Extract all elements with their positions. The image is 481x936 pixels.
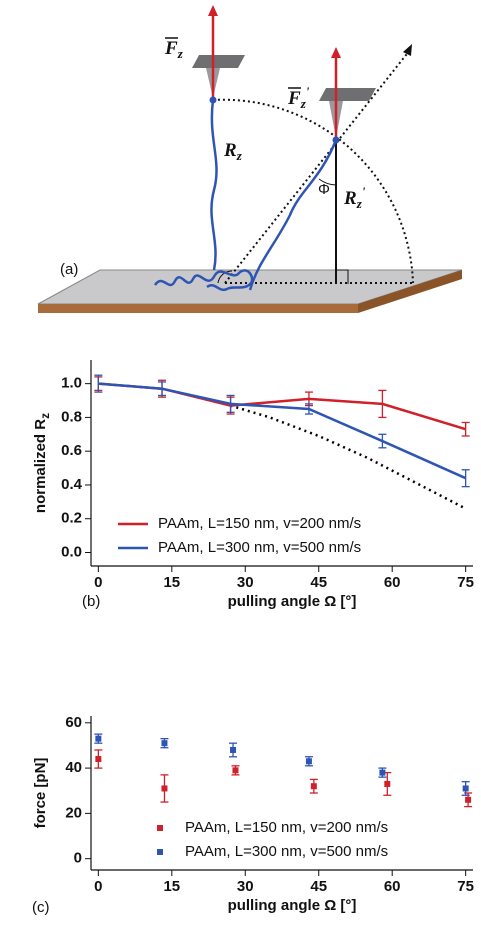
force-label: Fz [164,38,184,61]
x-tick-label: 0 [94,574,102,591]
y-tick-label: 20 [65,804,82,821]
x-tick-label: 15 [163,574,180,591]
extension-label: Rz' [343,184,366,211]
y-tick-label: 0.0 [61,543,82,560]
surface-edge [38,304,358,313]
attachment [332,136,340,144]
diagram: Fz Fz' Rz Rz' Φ (a) [37,5,463,313]
legend-label: PAAm, L=300 nm, v=500 nm/s [185,843,388,860]
x-tick-label: 75 [457,574,474,591]
arrow-head [331,47,341,58]
symbol: F [164,38,178,59]
x-tick-label: 45 [310,878,327,895]
x-tick-label: 45 [310,574,327,591]
subscript: z [356,196,363,211]
angle-mark [318,178,337,186]
point [384,780,391,787]
prime: ' [306,84,310,99]
polymer [248,139,338,291]
panel-label: (a) [60,261,78,278]
arrow-head [403,44,412,56]
cantilever [192,55,245,68]
point [379,769,386,776]
dotted-arc [212,98,414,284]
y-tick-label: 0.6 [61,442,82,459]
x-tick-label: 15 [163,878,180,895]
point [310,783,317,790]
chart-b: 0.0 0.2 0.4 0.6 0.8 1.0 0 15 30 45 60 75 pulling ang… [32,360,474,610]
point [462,785,469,792]
x-tick-label: 30 [237,574,254,591]
legend-label: PAAm, L=150 nm, v=200 nm/s [185,819,388,836]
chart-c: 0 20 40 60 0 15 30 45 60 75 pulling angle Ω [°] for… [32,714,474,916]
y-tick-label: 40 [65,759,82,776]
y-tick-label: 0 [74,850,82,867]
y-axis-label: normalized Rz [32,413,52,513]
y-axis-label: force [pN] [32,758,49,829]
dotted-direction [224,49,411,284]
x-tick-label: 75 [457,878,474,895]
y-tick-label: 60 [65,714,82,731]
subscript: z [177,46,184,61]
x-tick-label: 30 [237,878,254,895]
legend-label: PAAm, L=300 nm, v=500 nm/s [158,539,361,556]
angle-label: Φ [318,181,330,198]
symbol: R [223,140,237,161]
legend-swatch [157,825,163,831]
point [95,735,102,742]
panel-label: (b) [82,593,100,610]
extension-label: Rz [223,140,243,163]
point [465,796,472,803]
reference-curve [230,404,467,510]
arrow-head [208,5,218,16]
x-tick-label: 0 [94,878,102,895]
symbol: R [343,188,357,209]
y-tick-label: 0.8 [61,408,82,425]
right-angle [336,269,349,284]
y-tick-label: 1.0 [61,375,82,392]
polymer [210,99,218,271]
legend-label: PAAm, L=150 nm, v=200 nm/s [158,515,361,532]
subscript: z [236,148,243,163]
legend-swatch [157,849,163,855]
panel-label: (c) [32,899,50,916]
y-axis-label-sub: z [38,413,52,419]
polymer-coil [153,269,254,292]
force-label: Fz' [287,84,310,111]
attachment [209,96,217,104]
point [161,740,168,747]
subscript: z [300,96,307,111]
x-axis-label: pulling angle Ω [°] [228,593,357,610]
x-axis-label: pulling angle Ω [°] [228,897,357,914]
y-tick-label: 0.4 [61,476,83,493]
y-tick-label: 0.2 [61,510,82,527]
point [161,785,168,792]
surface-edge [358,270,462,313]
symbol: F [287,88,301,109]
x-tick-label: 60 [384,574,401,591]
y-axis-label-text: normalized R [32,419,49,513]
point [230,746,237,753]
series-line [98,382,467,480]
prime: ' [362,184,366,199]
cantilever [319,88,376,101]
point [95,756,102,763]
angle-mark [217,270,233,284]
point [232,767,239,774]
point [305,758,312,765]
x-tick-label: 60 [384,878,401,895]
